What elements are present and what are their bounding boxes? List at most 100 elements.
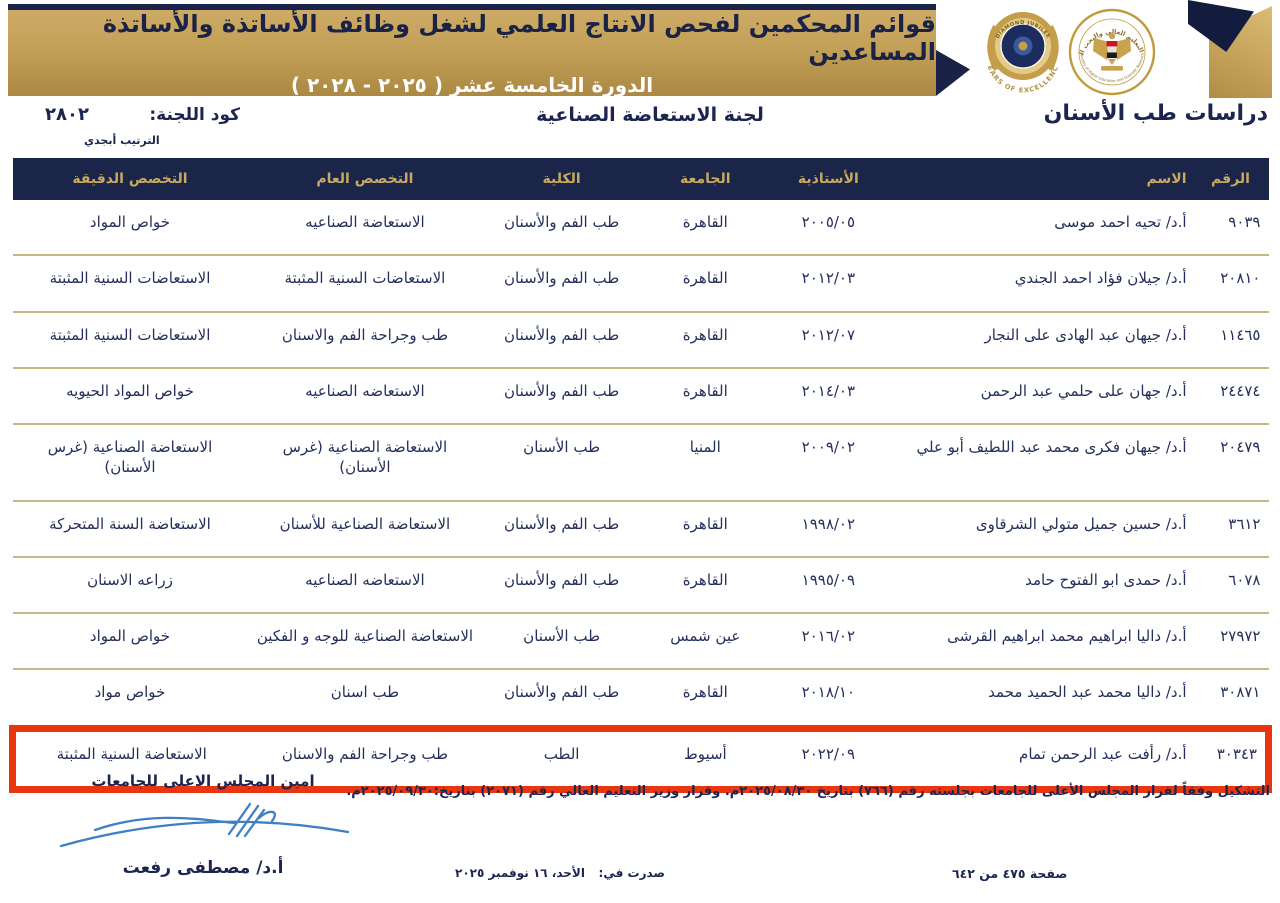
table-row: ٢٠٤٧٩ أ.د/ جيهان فكرى محمد عبد اللطيف أبو… — [12, 424, 1269, 501]
cell-general_specialty: طب اسنان — [330, 683, 400, 702]
cell-name: أ.د/ جيهان فكرى محمد عبد اللطيف أبو علي — [916, 438, 1187, 456]
secretary-signature-block: امين المجلس الاعلى للجامعات أ.د/ مصطفى ر… — [48, 772, 358, 878]
cell-general_specialty: الاستعاضة الصناعيه — [305, 213, 425, 231]
cell-university: القاهرة — [682, 683, 728, 702]
secretary-name: أ.د/ مصطفى رفعت — [122, 858, 284, 878]
cell-id: ٣٦١٢ — [1228, 514, 1261, 533]
column-header-3: الجامعة — [640, 158, 770, 200]
cell-college: الطب — [482, 724, 641, 793]
table-row: ٩٠٣٩ أ.د/ تحيه احمد موسى ٢٠٠٥/٠٥ القاهرة طب … — [12, 200, 1269, 256]
banner-gold-panel: قوائم المحكمين لفحص الانتاج العلمي لشغل … — [8, 9, 936, 97]
cell-name: أ.د/ جهان على حلمي عبد الرحمن — [980, 381, 1187, 400]
cell-prof_date: ١٩٩٥/٠٩ — [801, 570, 856, 589]
column-header-2: الأستاذية — [769, 158, 887, 200]
banner-top-stripe — [8, 4, 936, 10]
study-area-title: دراسات طب الأسنان — [1043, 101, 1268, 126]
cell-prof_date: ١٩٩٨/٠٢ — [801, 514, 856, 533]
cell-general_specialty: الاستعاضات السنية المثبتة — [284, 269, 446, 288]
eagle-icon — [1093, 32, 1131, 71]
cell-general_specialty: الاستعاضه الصناعيه — [305, 570, 425, 589]
cell-specific_specialty: الاستعاضات السنية المثبتة — [49, 325, 211, 344]
cell-name: أ.د/ حمدى ابو الفتوح حامد — [1025, 570, 1187, 589]
cell-prof_date: ٢٠١٨/١٠ — [801, 683, 856, 702]
column-header-4: الكلية — [482, 158, 641, 200]
sort-order-note: الترتيب أبجدي — [84, 134, 160, 147]
signature-icon — [59, 802, 350, 848]
committee-title: لجنة الاستعاضة الصناعية — [536, 104, 764, 126]
cell-name: أ.د/ جيهان عبد الهادى على النجار — [984, 325, 1187, 344]
cell-id: ٢٠٤٧٩ — [1220, 438, 1261, 456]
secretary-title: امين المجلس الاعلى للجامعات — [91, 772, 315, 790]
cell-college: طب الفم والأسنان — [504, 683, 620, 702]
cell-id: ٣٠٨٧١ — [1220, 683, 1261, 702]
cell-college: طب الفم والأسنان — [504, 269, 620, 288]
header-banner: قوائم المحكمين لفحص الانتاج العلمي لشغل … — [8, 4, 970, 97]
document-title: قوائم المحكمين لفحص الانتاج العلمي لشغل … — [102, 9, 936, 66]
cell-name: أ.د/ داليا ابراهيم محمد ابراهيم القرشى — [947, 627, 1187, 645]
cell-id: ٢٧٩٧٢ — [1220, 627, 1261, 645]
cell-prof_date: ٢٠١٤/٠٣ — [801, 381, 856, 400]
cell-college: طب الفم والأسنان — [504, 514, 620, 533]
cell-general_specialty: الاستعاضة الصناعية (غرس الأسنان) — [282, 438, 448, 477]
cell-general_specialty: الاستعاضة الصناعية للوجه و الفكين — [256, 627, 474, 645]
cell-id: ١١٤٦٥ — [1220, 325, 1261, 344]
cell-university: القاهرة — [682, 269, 728, 288]
cell-college: طب الأسنان — [523, 438, 601, 456]
cell-college: طب الفم والأسنان — [504, 570, 620, 589]
issued-date-line: صدرت في: الأحد، ١٦ نوفمبر ٢٠٢٥ — [455, 866, 665, 880]
cell-name: أ.د/ تحيه احمد موسى — [1054, 213, 1187, 231]
cell-prof_date: ٢٠١٦/٠٢ — [801, 627, 856, 645]
issued-date: الأحد، ١٦ نوفمبر ٢٠٢٥ — [455, 866, 585, 880]
cell-university: أسيوط — [640, 724, 770, 793]
cell-specific_specialty: الاستعاضة السنة المتحركة — [49, 514, 211, 533]
cell-university: عين شمس — [670, 627, 741, 645]
cell-specific_specialty: خواص المواد الحيويه — [66, 381, 194, 400]
table-row: ٦٠٧٨ أ.د/ حمدى ابو الفتوح حامد ١٩٩٥/٠٩ القا… — [12, 557, 1269, 613]
committee-code-value: ٢٨٠٢ — [45, 104, 89, 125]
table-header-row: الرقم الاسم الأستاذية الجامعة الكلية التخصص ا… — [12, 158, 1269, 200]
table-row: ٣٦١٢ أ.د/ حسين جميل متولي الشرقاوى ١٩٩٨/٠٢… — [12, 501, 1269, 557]
table-row: ٢٠٨١٠ أ.د/ جيلان فؤاد احمد الجندي ٢٠١٢/٠٣ ا… — [12, 255, 1269, 312]
committee-code: كود اللجنة: ٢٨٠٢ — [45, 104, 240, 125]
jubilee-seal-logo: DIAMOND JUBILEE YEARS OF EXCELLENCE — [978, 4, 1064, 98]
cell-prof_date: ٢٠٠٥/٠٥ — [801, 213, 856, 231]
cell-specific_specialty: خواص المواد — [89, 627, 171, 645]
table-row-highlighted: ٣٠٣٤٣ أ.د/ رأفت عبد الرحمن تمام ٢٠٢٢/٠٩ أسي… — [9, 724, 1272, 793]
cell-university: القاهرة — [682, 325, 728, 344]
cell-specific_specialty: الاستعاضة السنية المثبتة — [9, 724, 248, 793]
cell-id: ٢٤٤٧٤ — [1220, 381, 1261, 400]
cell-college: طب الفم والأسنان — [504, 325, 620, 344]
cell-id: ٢٠٨١٠ — [1220, 269, 1261, 288]
column-header-5: التخصص العام — [247, 158, 483, 200]
cell-prof_date: ٢٠٠٩/٠٢ — [801, 438, 856, 456]
cell-specific_specialty: خواص المواد — [89, 213, 171, 231]
cell-university: القاهرة — [682, 514, 728, 533]
banner-ribbon-fold — [936, 50, 970, 96]
cell-university: القاهرة — [682, 381, 728, 400]
table-row: ٢٧٩٧٢ أ.د/ داليا ابراهيم محمد ابراهيم الق… — [12, 613, 1269, 670]
column-header-6: التخصص الدقيقة — [12, 158, 248, 200]
cell-name: أ.د/ جيلان فؤاد احمد الجندي — [1014, 269, 1187, 288]
cell-name: أ.د/ رأفت عبد الرحمن تمام — [886, 724, 1193, 793]
column-header-0: الرقم — [1192, 158, 1269, 200]
cell-id: ٣٠٣٤٣ — [1192, 724, 1272, 793]
table-row: ١١٤٦٥ أ.د/ جيهان عبد الهادى على النجار ٢٠١… — [12, 312, 1269, 368]
cell-id: ٩٠٣٩ — [1228, 213, 1261, 231]
cell-specific_specialty: خواص مواد — [94, 683, 166, 702]
page-number: صفحة ٤٧٥ من ٦٤٢ — [952, 866, 1068, 881]
cell-general_specialty: الاستعاضة الصناعية للأسنان — [279, 514, 451, 533]
cell-prof_date: ٢٠٢٢/٠٩ — [769, 724, 887, 793]
cell-university: القاهرة — [682, 213, 728, 231]
cell-general_specialty: طب وجراحة الفم والاسنان — [281, 325, 449, 344]
reviewers-table: الرقم الاسم الأستاذية الجامعة الكلية التخصص ا… — [9, 158, 1272, 793]
cell-college: طب الفم والأسنان — [504, 213, 620, 231]
cell-name: أ.د/ حسين جميل متولي الشرقاوى — [975, 514, 1187, 533]
cell-university: القاهرة — [682, 570, 728, 589]
cell-name: أ.د/ داليا محمد عبد الحميد محمد — [988, 683, 1187, 702]
cell-general_specialty: طب وجراحة الفم والاسنان — [247, 724, 483, 793]
cell-general_specialty: الاستعاضه الصناعيه — [305, 381, 425, 400]
table-row: ٢٤٤٧٤ أ.د/ جهان على حلمي عبد الرحمن ٢٠١٤/٠… — [12, 368, 1269, 424]
cell-specific_specialty: الاستعاضات السنية المثبتة — [49, 269, 211, 288]
cell-id: ٦٠٧٨ — [1228, 570, 1261, 589]
formation-decree-note: التشكيل وفقاً لقرار المجلس الأعلى للجامع… — [346, 784, 1270, 799]
